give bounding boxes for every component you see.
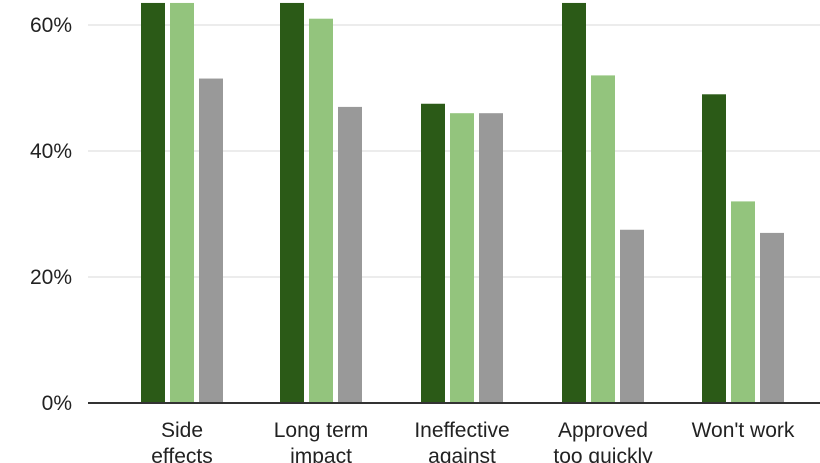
- y-tick-labels: 0% 20% 40% 60%: [30, 14, 72, 415]
- bar-series2-cat4: [591, 75, 615, 404]
- y-tick-label: 20%: [30, 266, 72, 289]
- bar-series3-cat1: [199, 78, 223, 404]
- bar-series1-cat1: [141, 2, 165, 403]
- bar-series2-cat3: [450, 113, 474, 403]
- y-tick-label: 40%: [30, 140, 72, 163]
- x-category-label: Approved: [558, 419, 648, 442]
- x-category-label: impact: [290, 445, 352, 463]
- x-category-label: Long term: [274, 419, 369, 442]
- bar-series2-cat5: [731, 201, 755, 403]
- bar-series2-cat1: [170, 2, 194, 403]
- x-category-label: effects: [151, 445, 212, 463]
- y-tick-label: 60%: [30, 14, 72, 37]
- bars: [141, 2, 784, 404]
- x-category-label: against: [428, 445, 496, 463]
- bar-series1-cat2: [280, 2, 304, 403]
- x-category-label: too quickly: [553, 445, 653, 463]
- bar-series1-cat3: [421, 103, 445, 403]
- bar-series3-cat3: [479, 113, 503, 403]
- bar-series1-cat5: [702, 94, 726, 404]
- x-category-label: Won't work: [692, 419, 795, 442]
- bar-series3-cat5: [760, 232, 784, 403]
- bar-series1-cat4: [562, 2, 586, 403]
- y-tick-label: 0%: [42, 392, 72, 415]
- x-category-label: Ineffective: [414, 419, 509, 442]
- bar-series3-cat2: [338, 106, 362, 404]
- bar-series3-cat4: [620, 229, 644, 403]
- x-category-labels: Side effects Long term impact Ineffective aga…: [151, 419, 795, 463]
- x-category-label: Side: [161, 419, 203, 442]
- bar-series2-cat2: [309, 18, 333, 403]
